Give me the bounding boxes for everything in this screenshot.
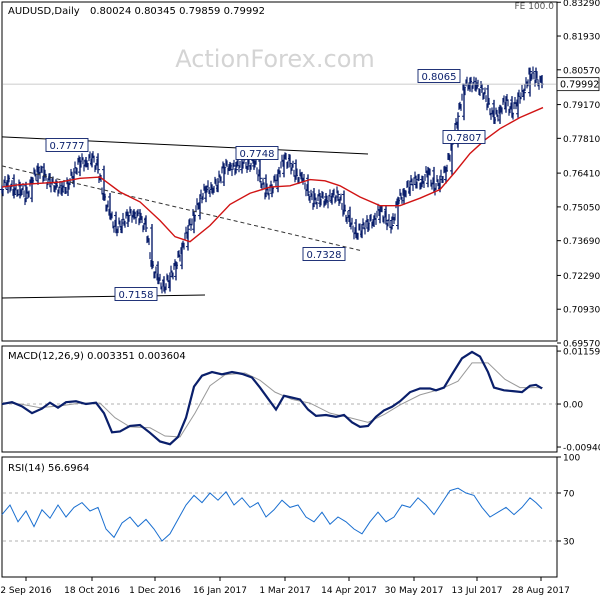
rsi-line — [1, 487, 543, 542]
price-axis-tick-label: 0.80570 — [563, 66, 600, 76]
price-bar — [234, 161, 238, 174]
price-axis-tick-label: 0.77810 — [563, 135, 600, 145]
x-tick-label: 13 Jul 2017 — [452, 586, 503, 596]
price-bar — [258, 156, 262, 183]
price-annotation-label: 0.7158 — [119, 290, 154, 301]
rsi-axis-tick-label: 30 — [563, 538, 575, 548]
price-annotation-label: 0.7807 — [447, 133, 482, 144]
price-bar — [306, 174, 310, 196]
watermark: ActionForex.com — [175, 45, 375, 73]
price-axis-tick-label: 0.79170 — [563, 101, 600, 111]
price-annotation-label: 0.7748 — [240, 149, 275, 160]
macd-axis-tick-label: 0.01159 — [563, 348, 600, 358]
price-plot — [0, 66, 556, 299]
x-tick-label: 1 Dec 2016 — [129, 586, 181, 596]
price-bar — [330, 192, 334, 205]
price-axis-tick-label: 0.75050 — [563, 203, 600, 213]
price-bar — [366, 219, 370, 232]
price-annotation-label: 0.7777 — [50, 141, 85, 152]
price-axis-tick-label: 0.69570 — [563, 339, 600, 349]
rsi-plot — [1, 487, 556, 542]
price-axis-tick-label: 0.72290 — [563, 272, 600, 282]
price-bar — [294, 159, 298, 180]
rsi-frame — [1, 456, 558, 578]
macd-signal-line — [1, 362, 543, 438]
x-tick-label: 1 Mar 2017 — [259, 586, 310, 596]
price-annotation: 0.7777 — [45, 138, 89, 152]
moving-average-line — [1, 106, 544, 243]
price-bar — [336, 190, 340, 201]
price-bar — [390, 216, 394, 230]
x-tick-label: 30 May 2017 — [385, 586, 444, 596]
price-frame — [1, 1, 558, 342]
macd-frame — [1, 345, 558, 453]
price-bar — [216, 178, 220, 193]
macd-axis-tick-label: 0.00 — [563, 401, 583, 411]
price-annotation: 0.7807 — [442, 130, 486, 144]
x-axis: 2 Sep 2016 18 Oct 2016 1 Dec 2016 16 Jan 20… — [0, 577, 570, 596]
price-axis-tick-label: 0.73690 — [563, 237, 600, 247]
price-title: AUDUSD,Daily — [8, 6, 80, 17]
price-annotation: 0.7158 — [114, 287, 158, 301]
price-annotation: 0.7748 — [235, 146, 279, 160]
trend-line — [1, 294, 206, 299]
price-annotation-label: 0.8065 — [422, 72, 457, 83]
price-ohlc-header: 0.80024 0.80345 0.79859 0.79992 — [90, 6, 265, 17]
rsi-axis-tick-label: 100 — [563, 454, 580, 464]
fe-label: FE 100.0 — [515, 2, 555, 12]
price-bar — [462, 83, 466, 121]
price-annotation-label: 0.7328 — [307, 250, 342, 261]
price-axis: 0.83290 0.81930 0.80570 0.79170 0.77810 0.764… — [557, 0, 600, 349]
macd-line — [1, 350, 543, 446]
price-bar — [528, 67, 532, 97]
price-axis-tick-label: 0.70930 — [563, 306, 600, 316]
trend-line — [1, 165, 361, 251]
price-bar — [534, 67, 538, 83]
rsi-title: RSI(14) 56.6964 — [8, 463, 89, 474]
x-tick-label: 2 Sep 2016 — [0, 586, 52, 596]
price-axis-tick-label: 0.83290 — [563, 0, 600, 9]
x-tick-label: 16 Jan 2017 — [193, 586, 247, 596]
x-tick-label: 18 Oct 2016 — [64, 586, 120, 596]
macd-title: MACD(12,26,9) 0.003351 0.003604 — [8, 351, 186, 362]
x-tick-label: 14 Apr 2017 — [321, 586, 377, 596]
current-price-box: 0.79992 — [556, 77, 600, 92]
price-bar — [522, 88, 526, 101]
price-bar — [288, 154, 292, 168]
price-annotation: 0.7328 — [302, 247, 346, 261]
price-axis-tick-label: 0.81930 — [563, 33, 600, 43]
price-annotations: 0.7777 0.7158 0.7748 0.7328 0.8065 0.7807 — [45, 69, 486, 301]
rsi-axis-tick-label: 70 — [563, 490, 575, 500]
x-tick-label: 28 Aug 2017 — [512, 586, 570, 596]
price-bar — [96, 153, 100, 174]
macd-plot — [1, 350, 556, 446]
price-axis-tick-label: 0.76410 — [563, 170, 600, 180]
price-bar — [186, 225, 190, 251]
macd-axis: 0.01159 0.00 -0.009408 — [557, 348, 600, 454]
macd-axis-tick-label: -0.009408 — [563, 444, 600, 454]
price-bar — [222, 163, 226, 187]
current-price-tag — [556, 77, 600, 92]
price-bar — [480, 83, 484, 93]
rsi-axis: 100 70 30 — [557, 454, 580, 548]
price-bar — [144, 215, 148, 232]
price-annotation: 0.8065 — [417, 69, 461, 83]
current-price-label: 0.79992 — [560, 80, 599, 91]
